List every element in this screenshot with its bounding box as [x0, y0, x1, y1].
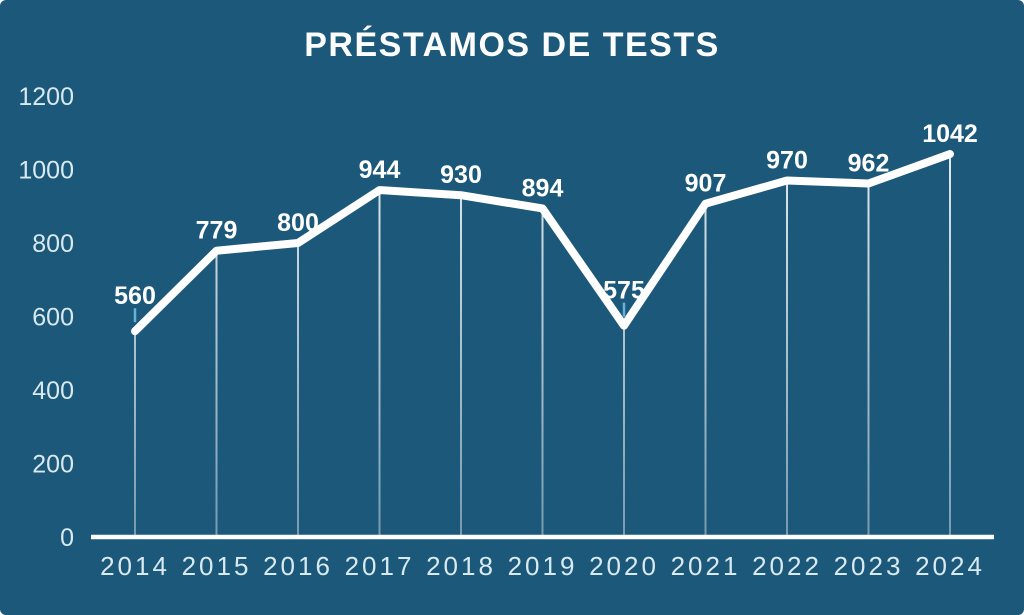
- drop-line: [867, 183, 870, 537]
- x-axis-tick-label: 2022: [752, 551, 822, 581]
- y-axis-tick-label: 0: [60, 524, 74, 552]
- data-point-label: 800: [277, 209, 319, 237]
- x-axis-tick-label: 2016: [263, 551, 333, 581]
- chart-line: [131, 150, 954, 336]
- drop-line: [541, 208, 544, 537]
- drop-line: [297, 243, 299, 537]
- x-axis-tick-label: 2014: [100, 551, 170, 581]
- y-axis-tick-label: 400: [32, 377, 74, 405]
- x-axis-tick-label: 2021: [671, 551, 741, 581]
- drop-line: [704, 203, 707, 538]
- data-point-label: 779: [196, 217, 238, 245]
- drop-line: [949, 154, 951, 537]
- drop-line: [623, 325, 625, 537]
- chart-title: PRÉSTAMOS DE TESTS: [304, 26, 720, 64]
- data-point-label: 1042: [922, 120, 978, 148]
- data-point-label: 560: [114, 282, 156, 310]
- drop-line: [786, 180, 788, 537]
- data-point-label: 575: [603, 277, 645, 305]
- data-point-label: 962: [848, 149, 890, 177]
- x-axis-tick-label: 2024: [915, 551, 985, 581]
- y-axis-tick-label: 800: [32, 230, 74, 258]
- y-axis-tick-label: 1000: [18, 157, 74, 185]
- data-point-label: 944: [359, 156, 401, 184]
- data-point-label: 930: [440, 161, 482, 189]
- x-axis-tick-label: 2020: [589, 551, 659, 581]
- x-axis-tick-label: 2023: [834, 551, 904, 581]
- data-point-label: 894: [522, 174, 564, 202]
- y-axis-tick-label: 200: [32, 451, 74, 479]
- x-axis-tick-label: 2015: [182, 551, 252, 581]
- drop-line: [134, 331, 136, 537]
- drop-line: [460, 195, 462, 537]
- x-axis-tick-label: 2018: [426, 551, 496, 581]
- data-point-label: 970: [766, 147, 808, 175]
- drop-line: [378, 190, 381, 537]
- drop-line: [215, 250, 218, 537]
- x-axis-tick-label: 2017: [345, 551, 415, 581]
- y-axis-tick-label: 1200: [18, 83, 74, 111]
- y-axis-tick-label: 600: [32, 304, 74, 332]
- data-point-label: 907: [685, 170, 727, 198]
- x-axis-tick-label: 2019: [508, 551, 578, 581]
